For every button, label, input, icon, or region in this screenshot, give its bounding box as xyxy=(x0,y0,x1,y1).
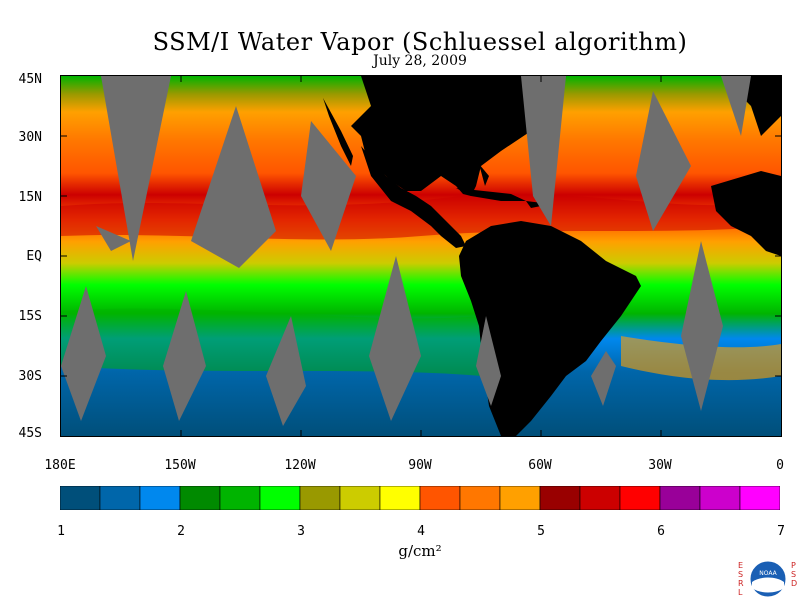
lat-label-30n: 30N xyxy=(18,130,42,145)
colorbar-swatch xyxy=(499,486,541,510)
lat-label-eq: EQ xyxy=(26,249,42,264)
lon-label-150w: 150W xyxy=(164,458,196,473)
map-title: SSM/I Water Vapor (Schluessel algorithm) xyxy=(152,28,688,56)
lat-label-15s: 15S xyxy=(18,309,42,324)
lon-label-120w: 120W xyxy=(284,458,316,473)
colorbar-swatch xyxy=(379,486,421,510)
colorbar-label-6: 6 xyxy=(657,524,665,539)
africa-land xyxy=(711,171,781,256)
water-vapor-map xyxy=(60,75,782,437)
lat-label-30s: 30S xyxy=(18,369,42,384)
colorbar-swatch xyxy=(259,486,301,510)
colorbar-label-1: 1 xyxy=(57,524,65,539)
colorbar-label-3: 3 xyxy=(297,524,305,539)
colorbar-units: g/cm² xyxy=(398,542,442,560)
colorbar-swatch xyxy=(299,486,341,510)
colorbar-label-2: 2 xyxy=(177,524,185,539)
colorbar-swatch xyxy=(739,486,780,510)
colorbar-swatch xyxy=(459,486,501,510)
colorbar-swatch xyxy=(619,486,661,510)
colorbar-label-4: 4 xyxy=(417,524,425,539)
lon-label-60w: 60W xyxy=(528,458,552,473)
colorbar-label-5: 5 xyxy=(537,524,545,539)
colorbar-swatch xyxy=(139,486,181,510)
south-america-land xyxy=(459,221,641,436)
colorbar-swatch xyxy=(99,486,141,510)
colorbar-swatch xyxy=(339,486,381,510)
colorbar-swatch xyxy=(659,486,701,510)
colorbar-swatch xyxy=(179,486,221,510)
colorbar-swatch xyxy=(419,486,461,510)
lon-label-90w: 90W xyxy=(408,458,432,473)
lon-label-0: 0 xyxy=(776,458,784,473)
colorbar-swatch xyxy=(60,486,101,510)
lon-label-180e: 180E xyxy=(44,458,76,473)
lat-label-45s: 45S xyxy=(18,426,42,441)
colorbar-label-7: 7 xyxy=(777,524,785,539)
north-america-land xyxy=(301,76,561,196)
colorbar-swatch xyxy=(219,486,261,510)
svg-text:PSD: PSD xyxy=(791,561,797,588)
svg-text:NOAA: NOAA xyxy=(759,570,777,577)
colorbar-swatch xyxy=(579,486,621,510)
lon-label-30w: 30W xyxy=(648,458,672,473)
lat-label-15n: 15N xyxy=(18,190,42,205)
no-data-swaths xyxy=(61,76,751,426)
colorbar xyxy=(60,486,780,510)
colorbar-swatch xyxy=(539,486,581,510)
map-date: July 28, 2009 xyxy=(373,53,467,69)
lat-label-45n: 45N xyxy=(18,72,42,87)
colorbar-swatch xyxy=(699,486,741,510)
